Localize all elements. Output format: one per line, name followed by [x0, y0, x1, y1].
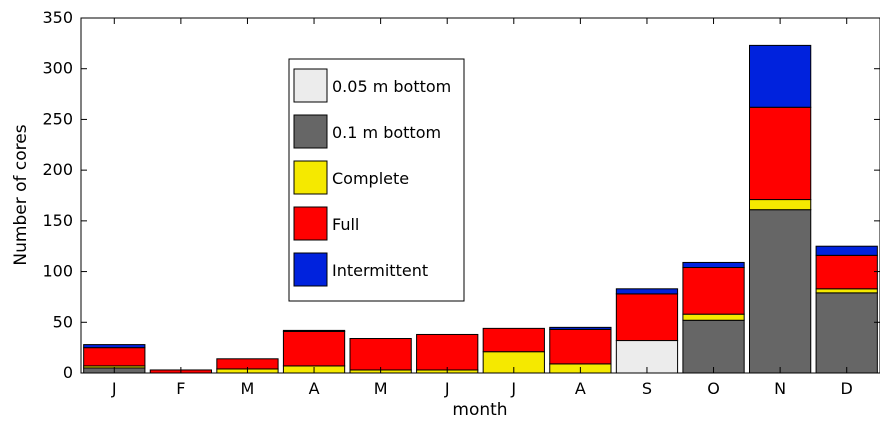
bar-segment-11-1 [815, 292, 878, 374]
y-tick-label-4: 200 [42, 160, 73, 179]
bar-segment-9-4 [682, 261, 745, 269]
x-tick-label-9: O [707, 379, 720, 398]
legend-label-4: Intermittent [332, 261, 428, 280]
bar-segment-9-2 [682, 313, 745, 321]
y-tick-label-3: 150 [42, 211, 73, 230]
bar-segment-10-3 [749, 106, 812, 201]
x-tick-label-10: N [774, 379, 786, 398]
x-axis-label: month [452, 400, 507, 420]
y-tick-label-7: 350 [42, 8, 73, 27]
bar-segment-7-4 [549, 326, 612, 330]
bar-segment-6-3 [482, 327, 545, 353]
x-tick-label-3: A [309, 379, 320, 398]
bar-segment-0-4 [83, 344, 146, 349]
bar-segment-11-2 [815, 288, 878, 294]
y-tick-label-2: 100 [42, 262, 73, 281]
x-tick-label-0: J [111, 379, 117, 398]
x-tick-label-8: S [642, 379, 652, 398]
x-tick-label-5: J [444, 379, 450, 398]
bar-segment-7-3 [549, 328, 612, 365]
legend-label-0: 0.05 m bottom [332, 77, 451, 96]
x-tick-label-2: M [241, 379, 255, 398]
x-tick-label-7: A [575, 379, 586, 398]
plot-area-frame [80, 17, 880, 374]
bar-segment-10-2 [749, 199, 812, 211]
legend: 0.05 m bottom 0.1 m bottom Complete Full Int… [288, 58, 465, 302]
y-tick-label-0: 0 [63, 363, 73, 382]
bar-segment-9-1 [682, 319, 745, 374]
legend-swatch-0 [293, 68, 328, 103]
legend-label-3: Full [332, 215, 359, 234]
legend-label-2: Complete [332, 169, 409, 188]
legend-swatch-1 [293, 114, 328, 149]
legend-label-1: 0.1 m bottom [332, 123, 441, 142]
y-tick-label-5: 250 [42, 109, 73, 128]
bar-segment-11-3 [815, 254, 878, 290]
bar-segment-10-4 [749, 44, 812, 108]
legend-swatch-4 [293, 252, 328, 287]
bar-segment-8-3 [615, 293, 679, 342]
bar-segment-8-4 [615, 288, 679, 295]
bar-segment-11-4 [815, 245, 878, 256]
bar-segment-10-1 [749, 209, 812, 374]
bar-segment-4-3 [349, 338, 412, 371]
y-axis: 0 50 100 150 200 250 300 350 [42, 8, 880, 382]
x-tick-label-6: J [510, 379, 516, 398]
y-tick-label-1: 50 [53, 312, 73, 331]
x-tick-label-4: M [374, 379, 388, 398]
bar-segment-5-3 [416, 333, 479, 371]
x-tick-label-11: D [841, 379, 853, 398]
bar-segment-9-3 [682, 267, 745, 315]
bar-segment-3-4 [282, 329, 346, 332]
legend-swatch-3 [293, 206, 328, 241]
legend-swatch-2 [293, 160, 328, 195]
y-axis-label: Number of cores [11, 124, 31, 265]
bars-group [83, 44, 878, 374]
bar-segment-0-3 [83, 347, 146, 367]
bar-segment-3-3 [282, 330, 346, 367]
y-tick-label-6: 300 [42, 59, 73, 78]
x-tick-label-1: F [176, 379, 185, 398]
